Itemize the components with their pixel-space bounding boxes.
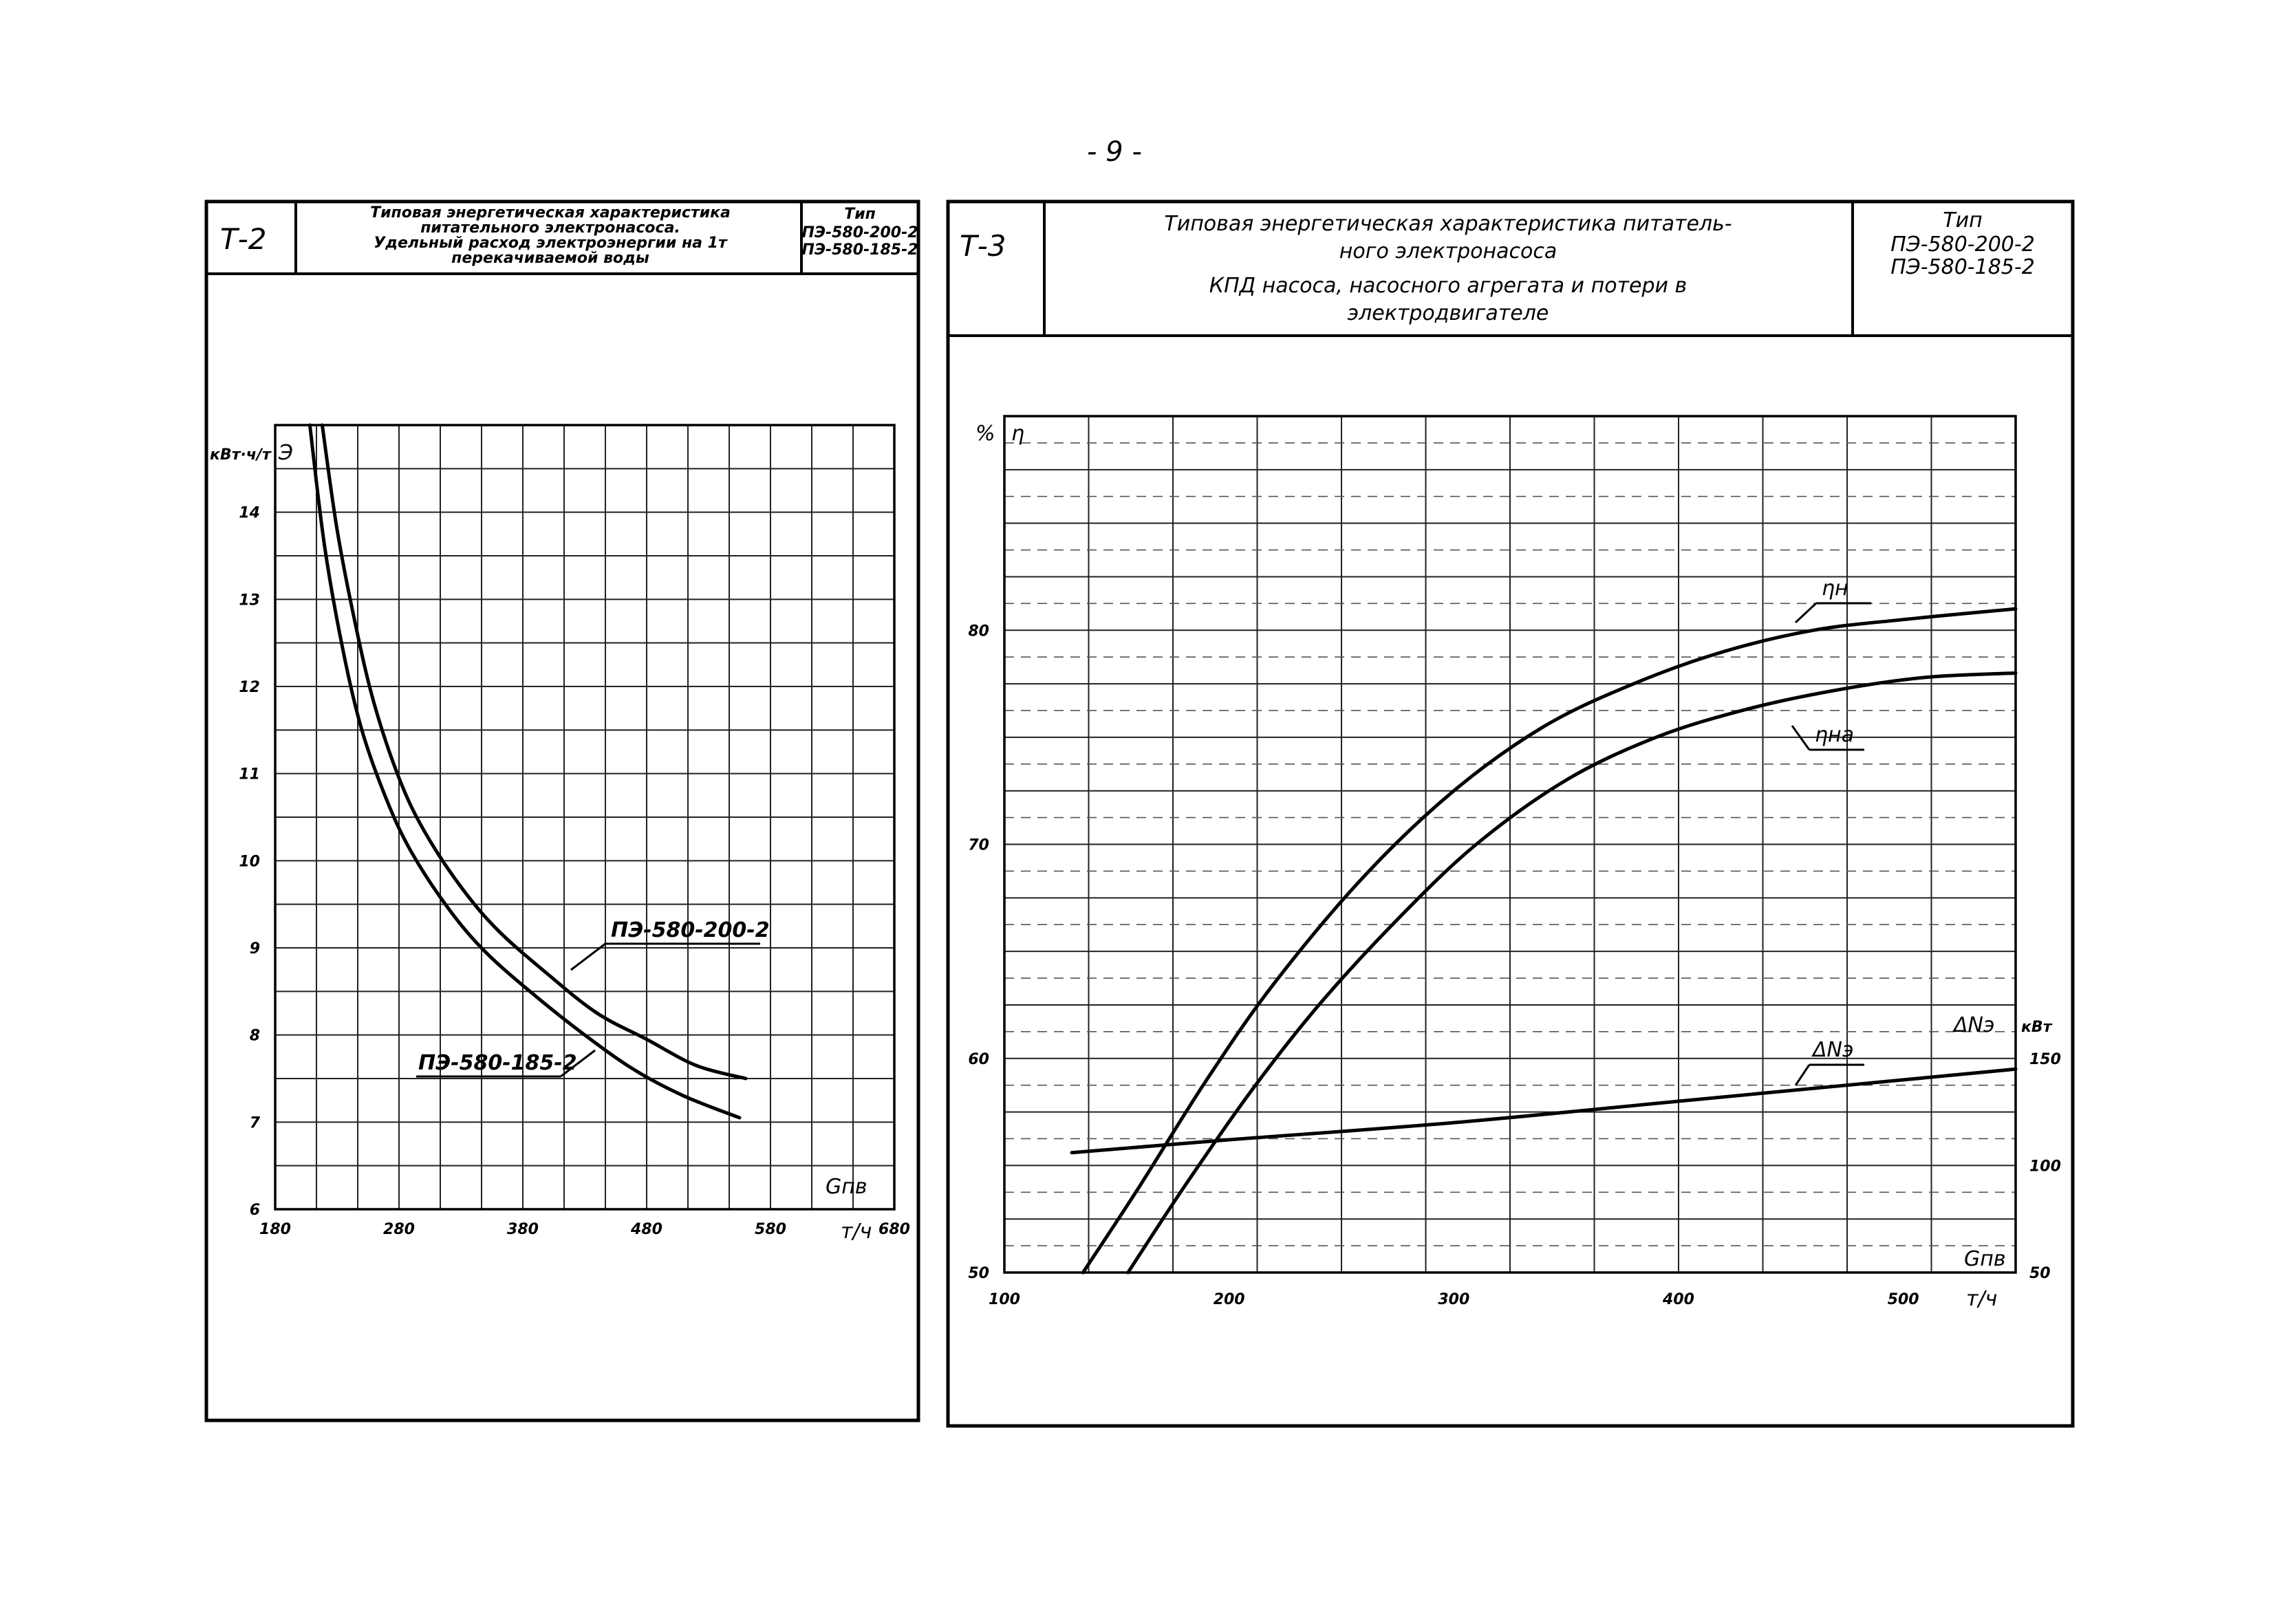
t2-y-tick-label: 14 xyxy=(239,505,260,522)
t2-label-model-b: ПЭ-580-185-2 xyxy=(418,1051,577,1075)
t2-y-symbol: Э xyxy=(278,441,293,465)
panel-t2-title-line-1: Типовая энергетическая характеристика xyxy=(370,204,731,221)
t2-x-tick-label: 480 xyxy=(630,1221,662,1238)
t2-curve-5802002-series xyxy=(320,423,748,1081)
t3-plot-area xyxy=(1003,415,2017,1274)
t2-curves xyxy=(308,423,748,1120)
t2-y-tick-label: 9 xyxy=(250,940,260,957)
panel-t3-type-model-1: ПЭ-580-200-2 xyxy=(1890,232,2035,257)
panel-t3-type-model-2: ПЭ-580-185-2 xyxy=(1890,255,2035,279)
t2-curve-5801852-series xyxy=(308,423,742,1120)
t2-x-tick-label: 380 xyxy=(507,1221,539,1238)
t2-y-tick-label: 8 xyxy=(250,1028,260,1045)
t3-curves xyxy=(1070,607,2018,1275)
t3-x-tick-label: 200 xyxy=(1214,1291,1245,1308)
panel-t2-type-model-2: ПЭ-580-185-2 xyxy=(801,241,918,259)
panel-t3-frame xyxy=(946,199,2075,1428)
t3-curve-N-series xyxy=(1070,1067,2018,1155)
t3-dn-leader xyxy=(1794,1064,1811,1086)
panel-t3-title-line-1: Типовая энергетическая характеристика пи… xyxy=(1164,212,1732,236)
t3-y-symbol: η xyxy=(1011,422,1024,446)
t3-eta-na-leader xyxy=(1791,725,1811,750)
t2-y-tick-label: 13 xyxy=(239,592,260,609)
panel-t3-title-line-4: электродвигателе xyxy=(1348,301,1549,325)
t3-y-tick-label: 60 xyxy=(968,1051,989,1068)
t3-y2-symbol: ΔNэ xyxy=(1952,1013,1994,1037)
t2-x-unit: т/ч xyxy=(841,1220,872,1244)
t2-y-unit: кВт·ч/т xyxy=(210,446,272,464)
t3-y2-unit: кВт xyxy=(2021,1019,2053,1036)
panel-t3-title-line-3: КПД насоса, насосного агрегата и потери … xyxy=(1209,274,1687,298)
t3-curve--series xyxy=(1081,607,2018,1275)
t3-label-eta-n: ηн xyxy=(1822,576,1848,600)
t3-curve--series xyxy=(1126,671,2018,1275)
t2-x-tick-label: 180 xyxy=(259,1221,291,1238)
t3-y2-tick-labels: 50 100 150 xyxy=(2029,1051,2061,1282)
panel-t2-frame xyxy=(204,199,920,1422)
t3-x-symbol: Gпв xyxy=(1964,1247,2006,1271)
t3-y2-tick-label: 50 xyxy=(2029,1265,2051,1282)
t3-x-tick-label: 400 xyxy=(1662,1291,1694,1308)
t3-x-tick-labels: 100 200 300 400 500 xyxy=(989,1291,1919,1308)
t2-label-model-a: ПЭ-580-200-2 xyxy=(611,918,770,942)
t3-x-tick-label: 500 xyxy=(1888,1291,1919,1308)
panel-t2-type-model-1: ПЭ-580-200-2 xyxy=(801,224,918,241)
t3-x-tick-label: 100 xyxy=(989,1291,1020,1308)
t2-y-tick-labels: 6 7 8 9 10 11 12 13 14 xyxy=(239,505,260,1219)
panel-t3: Т-3 Типовая энергетическая характеристик… xyxy=(946,199,2075,1428)
t3-y2-tick-label: 150 xyxy=(2029,1051,2061,1068)
t3-x-tick-label: 300 xyxy=(1438,1291,1469,1308)
t2-y-tick-label: 11 xyxy=(239,766,260,783)
t3-y2-tick-label: 100 xyxy=(2029,1158,2061,1175)
t2-x-tick-labels: 180 280 380 480 580 680 xyxy=(259,1221,910,1238)
t3-label-dn: ΔNэ xyxy=(1811,1038,1853,1062)
t3-y-tick-label: 50 xyxy=(968,1265,989,1282)
t3-label-eta-na: ηна xyxy=(1815,723,1854,747)
page-number: - 9 - xyxy=(1087,136,1142,168)
t3-y-tick-labels: 50 60 70 80 xyxy=(968,622,989,1282)
t3-grid xyxy=(1004,416,2016,1273)
t2-label-b-leader xyxy=(560,1049,596,1078)
t2-label-a-leader xyxy=(570,942,606,971)
t2-x-tick-label: 680 xyxy=(878,1221,910,1238)
panel-t2-title-line-2: питательного электронасоса. xyxy=(420,219,680,237)
panel-t2: Т-2 Типовая энергетическая характеристик… xyxy=(204,199,920,1422)
t3-y-unit: % xyxy=(975,422,995,446)
t3-eta-n-leader xyxy=(1794,602,1818,624)
panel-t2-title-line-3: Удельный расход электроэнергии на 1т xyxy=(374,235,728,252)
panel-t2-title-line-4: перекачиваемой воды xyxy=(451,250,649,267)
t2-y-tick-label: 7 xyxy=(250,1114,261,1132)
t3-y-tick-label: 70 xyxy=(968,837,989,854)
t3-x-unit: т/ч xyxy=(1966,1287,1997,1311)
t2-x-symbol: Gпв xyxy=(826,1175,867,1199)
panel-t3-code: Т-3 xyxy=(960,229,1006,263)
t2-y-tick-label: 10 xyxy=(239,853,260,870)
panel-t3-title-line-2: ного электронасоса xyxy=(1339,239,1557,263)
t2-x-tick-label: 280 xyxy=(383,1221,415,1238)
panel-t3-type-label: Тип xyxy=(1943,208,1982,232)
t2-y-tick-label: 6 xyxy=(250,1202,260,1219)
panel-t2-code: Т-2 xyxy=(220,222,267,256)
panel-t2-type-label: Тип xyxy=(844,206,876,223)
t2-plot-area xyxy=(274,424,896,1211)
t2-x-tick-label: 580 xyxy=(755,1221,786,1238)
t3-y-tick-label: 80 xyxy=(968,622,989,640)
t2-grid xyxy=(275,425,894,1209)
t2-y-tick-label: 12 xyxy=(239,679,260,696)
